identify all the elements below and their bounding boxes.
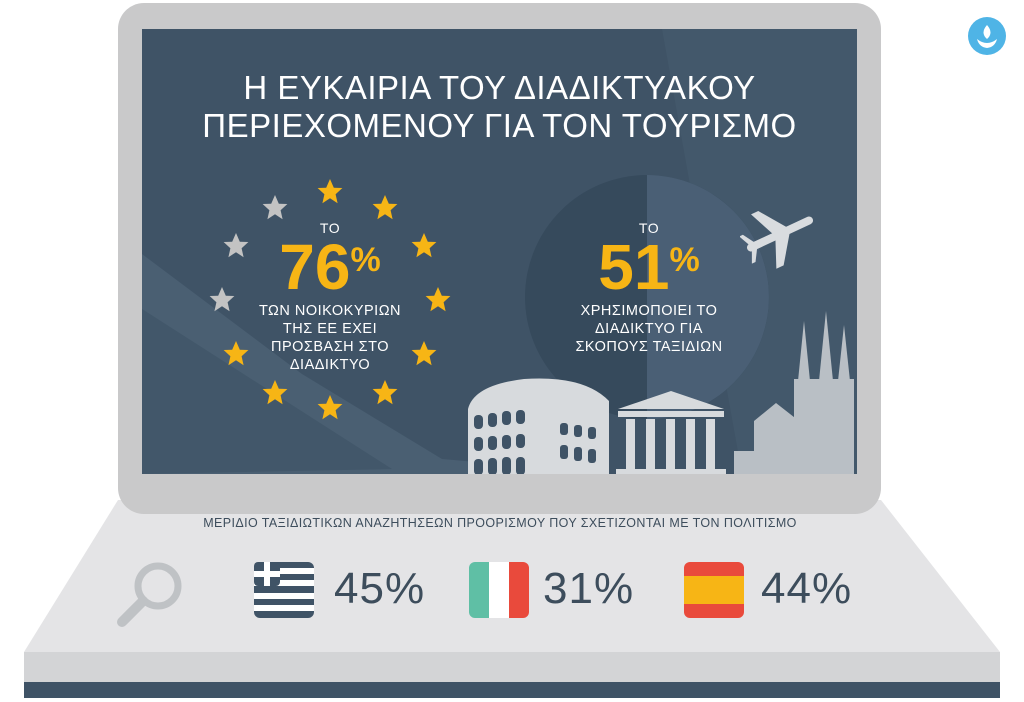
- airplane-icon: [740, 211, 814, 269]
- households-prefix: ΤΟ: [319, 220, 341, 236]
- base-caption: ΜΕΡΙΔΙΟ ΤΑΞΙΔΙΩΤΙΚΩΝ ΑΝΑΖΗΤΗΣΕΩΝ ΠΡΟΟΡΙΣ…: [203, 516, 797, 530]
- cathedral-icon: [734, 311, 854, 474]
- colosseum-icon: [468, 378, 609, 474]
- households-description: ΤΩΝ ΝΟΙΚΟΚΥΡΙΩΝ ΤΗΣ ΕΕ ΕΧΕΙ ΠΡΟΣΒΑΣΗ ΣΤΟ…: [258, 303, 402, 373]
- travel-prefix: ΤΟ: [638, 220, 660, 236]
- greece-percent: 45%: [334, 564, 426, 613]
- star-icon: [317, 179, 343, 204]
- star-icon: [223, 233, 249, 258]
- spain-flag-icon: [684, 562, 744, 618]
- star-icon: [317, 395, 343, 420]
- italy-percent: 31%: [543, 564, 635, 613]
- travel-description: ΧΡΗΣΙΜΟΠΟΙΕΙ ΤΟ ΔΙΑΔΙΚΤΥΟ ΓΙΑ ΣΚΟΠΟΥΣ ΤΑ…: [575, 303, 723, 355]
- star-icon: [262, 195, 288, 220]
- laptop-screen: Η ΕΥΚΑΙΡΙΑ ΤΟΥ ΔΙΑΔΙΚΤΥΑΚΟΥ ΠΕΡΙΕΧΟΜΕΝΟΥ…: [142, 29, 857, 474]
- temple-icon: [616, 391, 726, 474]
- star-icon: [372, 195, 398, 220]
- star-icon: [262, 380, 288, 405]
- page-title: Η ΕΥΚΑΙΡΙΑ ΤΟΥ ΔΙΑΔΙΚΤΥΑΚΟΥ ΠΕΡΙΕΧΟΜΕΝΟΥ…: [202, 69, 797, 144]
- italy-flag-icon: [469, 562, 529, 618]
- travel-percent: 51%: [598, 231, 700, 303]
- spain-percent: 44%: [761, 564, 853, 613]
- logo-icon: [968, 17, 1006, 55]
- star-icon: [209, 287, 235, 312]
- star-icon: [411, 233, 437, 258]
- star-icon: [425, 287, 451, 312]
- star-icon: [372, 380, 398, 405]
- greece-flag-icon: [254, 562, 314, 618]
- search-icon: [117, 562, 182, 627]
- households-percent: 76%: [279, 231, 381, 303]
